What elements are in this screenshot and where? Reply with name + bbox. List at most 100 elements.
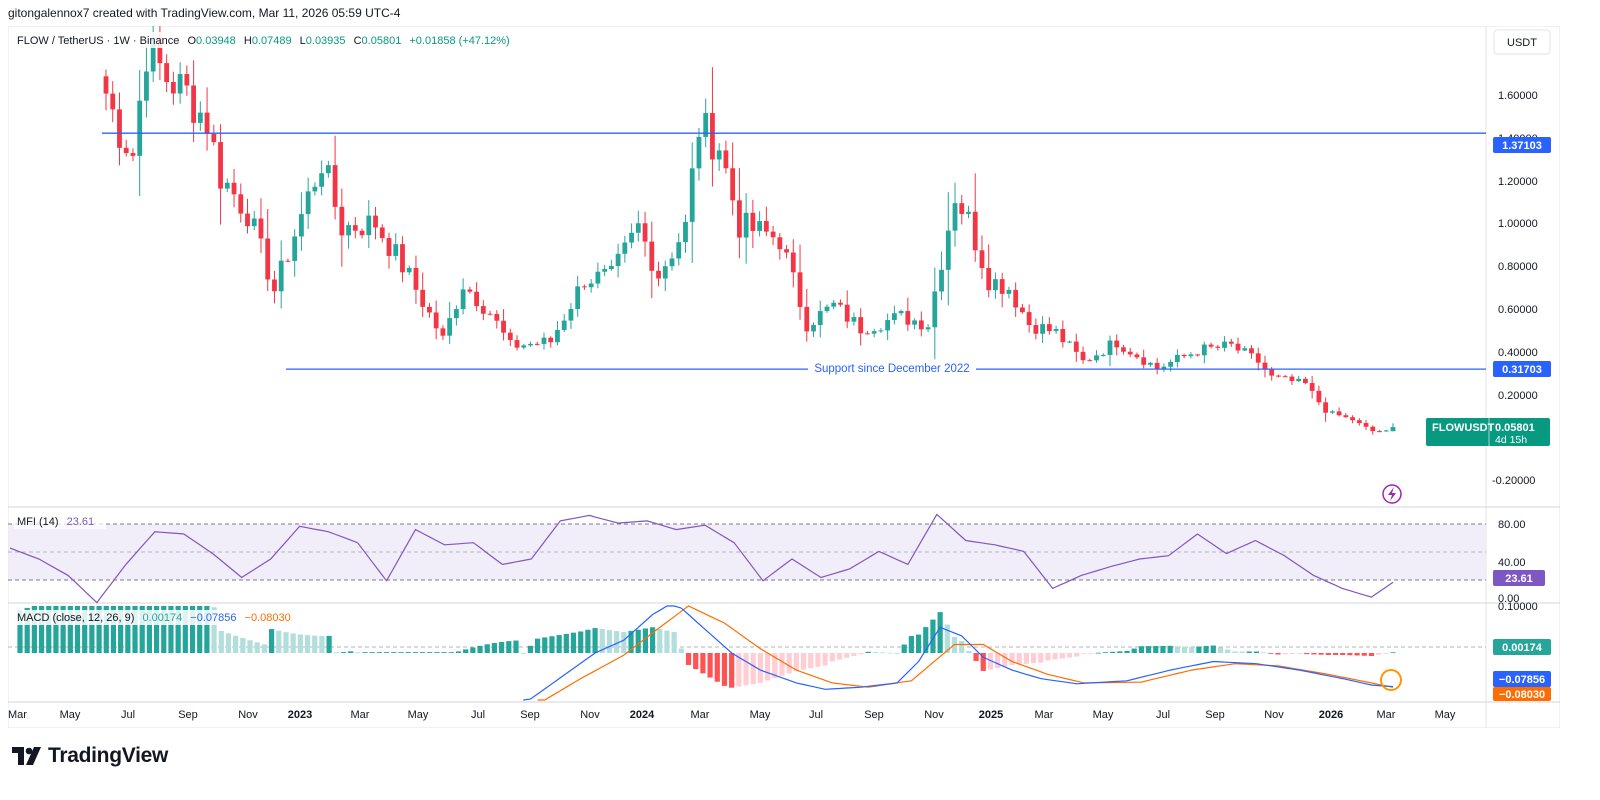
macd-histogram-bar xyxy=(1268,653,1274,654)
macd-histogram-bar xyxy=(153,606,160,653)
macd-histogram-bar xyxy=(82,606,88,653)
candle xyxy=(1201,341,1207,364)
macd-histogram-bar xyxy=(930,619,936,653)
candle xyxy=(1343,413,1349,418)
macd-histogram-bar xyxy=(599,629,605,653)
candle xyxy=(689,142,695,264)
candle xyxy=(1208,342,1214,349)
macd-histogram-bar xyxy=(1232,651,1238,653)
currency-button[interactable] xyxy=(1493,29,1551,55)
macd-histogram-bar xyxy=(384,652,390,653)
mfi-legend-value: 23.61 xyxy=(67,516,95,528)
countdown-text: 4d 15h xyxy=(1495,434,1527,446)
time-axis[interactable]: Mar May Jul Sep Nov 2023 Mar May Jul Sep Nov 2024 Ma… xyxy=(8,709,1456,721)
candle xyxy=(1262,355,1268,378)
macd-histogram-bar xyxy=(427,652,433,653)
macd-histogram-bar xyxy=(348,651,354,653)
candle xyxy=(743,193,749,264)
price-tick: 1.60000 xyxy=(1498,90,1538,102)
macd-histogram-bar xyxy=(204,606,210,653)
macd-histogram-bar xyxy=(750,653,756,685)
macd-histogram-bar xyxy=(398,652,404,653)
macd-histogram-bar xyxy=(46,606,52,653)
macd-histogram-bar xyxy=(218,630,224,653)
candle xyxy=(177,62,183,104)
macd-histogram-bar xyxy=(1138,646,1145,653)
macd-histogram-bar xyxy=(1145,646,1152,653)
candle xyxy=(406,265,412,275)
macd-histogram-bar xyxy=(161,606,167,653)
time-tick: Jul xyxy=(1156,709,1170,721)
chart-area[interactable]: Support since December 2022 1.60000 1.40… xyxy=(8,26,1560,728)
candle xyxy=(144,44,149,118)
candle xyxy=(184,65,190,96)
macd-histogram-bar xyxy=(1217,647,1224,653)
price-tick: 0.20000 xyxy=(1498,390,1538,402)
macd-histogram-bar xyxy=(800,653,807,670)
macd-histogram-bar xyxy=(815,653,821,667)
candle xyxy=(170,71,176,105)
macd-histogram-bar xyxy=(729,653,735,688)
mfi-legend: MFI (14) 23.61 xyxy=(14,514,106,529)
macd-histogram-bar xyxy=(973,653,979,661)
candle xyxy=(703,98,709,148)
candle xyxy=(649,221,655,299)
candle xyxy=(1289,374,1295,385)
candle xyxy=(460,278,466,315)
macd-histogram-bar xyxy=(1239,651,1245,653)
currency-button-label: USDT xyxy=(1507,37,1537,49)
macd-histogram-bar xyxy=(412,652,418,653)
macd-histogram-bar xyxy=(1354,653,1360,656)
macd-histogram-bar xyxy=(118,606,124,653)
macd-histogram-bar xyxy=(463,649,469,653)
macd-histogram-bar xyxy=(391,652,397,653)
candle xyxy=(1383,429,1389,432)
candle xyxy=(871,328,877,338)
macd-histogram-bar xyxy=(1023,653,1029,664)
macd-histogram-bar xyxy=(333,652,339,653)
candle xyxy=(575,275,581,317)
lightning-icon[interactable] xyxy=(1382,484,1402,504)
candle xyxy=(420,272,426,318)
candle xyxy=(1363,420,1369,430)
macd-histogram-bar xyxy=(923,627,929,653)
candle xyxy=(1094,350,1099,363)
candle xyxy=(932,267,938,360)
candle xyxy=(231,168,237,208)
candle xyxy=(534,341,540,346)
macd-histogram-bar xyxy=(1095,652,1101,654)
macd-histogram-bar xyxy=(757,653,764,683)
macd-histogram-bar xyxy=(743,653,749,686)
candle xyxy=(453,305,459,326)
candle xyxy=(939,251,944,301)
tradingview-logo[interactable]: TradingView xyxy=(12,744,168,768)
candle xyxy=(1188,352,1194,359)
macd-histogram-bar xyxy=(1347,653,1353,656)
candle xyxy=(400,236,405,283)
candle xyxy=(110,81,116,123)
candle xyxy=(521,344,527,350)
candle xyxy=(555,321,560,346)
macd-histogram-bar xyxy=(1189,647,1195,653)
macd-histogram-bar xyxy=(1030,653,1037,664)
macd-histogram-bar xyxy=(96,606,102,653)
candle xyxy=(1255,347,1261,371)
macd-histogram-bar xyxy=(197,606,203,653)
macd-histogram-bar xyxy=(829,653,835,662)
candle xyxy=(912,318,917,330)
macd-histogram-bar xyxy=(908,636,914,653)
macd-histogram-bar xyxy=(1296,653,1303,654)
candle xyxy=(736,168,742,259)
macd-histogram-bar xyxy=(1153,646,1159,653)
macd-histogram-bar xyxy=(24,607,30,653)
macd-histogram-bar xyxy=(786,653,792,674)
candle xyxy=(1356,418,1362,426)
macd-histogram-bar xyxy=(1074,653,1080,657)
macd-line-badge xyxy=(1493,671,1551,687)
candle xyxy=(1161,363,1167,373)
macd-histogram-bar xyxy=(1059,653,1065,659)
macd-histogram-bar xyxy=(1390,652,1396,654)
mfi-tick: 80.00 xyxy=(1498,519,1526,531)
macd-histogram-bar xyxy=(434,652,440,653)
candle xyxy=(568,303,574,329)
